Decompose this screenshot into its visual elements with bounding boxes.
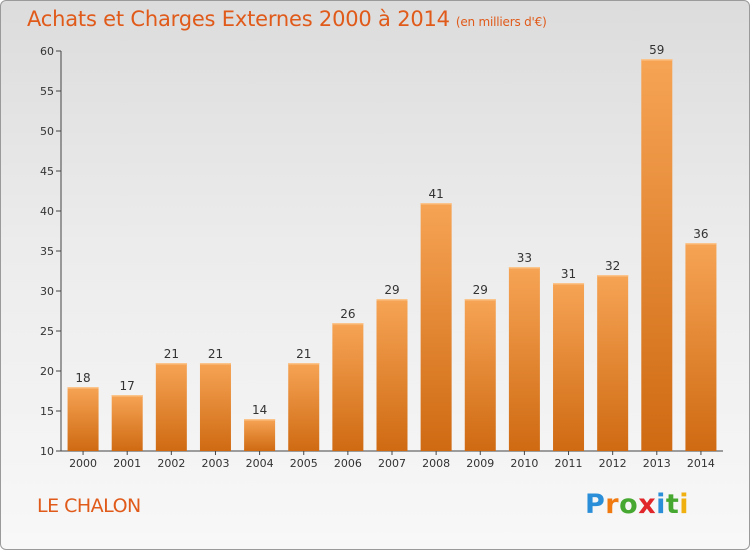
y-tick-label: 10 <box>40 445 54 458</box>
data-label: 18 <box>75 371 90 385</box>
bar-highlight <box>244 419 276 421</box>
bar-highlight <box>332 323 364 325</box>
logo-letter: o <box>619 489 639 520</box>
x-tick-label: 2005 <box>290 457 318 470</box>
data-label: 21 <box>296 347 311 361</box>
x-tick-label: 2004 <box>246 457 274 470</box>
bar <box>199 363 231 451</box>
data-label: 31 <box>561 267 576 281</box>
y-tick-label: 20 <box>40 365 54 378</box>
y-tick-label: 45 <box>40 165 54 178</box>
bar-highlight <box>111 395 143 397</box>
bar <box>641 59 673 451</box>
bar <box>67 387 99 451</box>
y-tick-label: 35 <box>40 245 54 258</box>
logo-letter: x <box>638 489 657 520</box>
bar <box>244 419 276 451</box>
x-tick-label: 2013 <box>643 457 671 470</box>
bar-highlight <box>288 363 320 365</box>
bar-highlight <box>420 203 452 205</box>
bar <box>685 243 717 451</box>
chart-unit: (en milliers d'€) <box>455 15 547 29</box>
data-label: 21 <box>164 347 179 361</box>
bar <box>332 323 364 451</box>
logo-letter: i <box>656 489 666 520</box>
logo-letter: t <box>665 489 680 520</box>
x-tick-label: 2002 <box>157 457 185 470</box>
data-label: 14 <box>252 403 267 417</box>
bar-highlight <box>553 283 585 285</box>
bar-highlight <box>464 299 496 301</box>
logo-letter: P <box>585 489 606 520</box>
data-label: 36 <box>693 227 708 241</box>
x-tick-label: 2009 <box>466 457 494 470</box>
logo-letter: r <box>605 489 620 520</box>
x-tick-label: 2012 <box>599 457 627 470</box>
bar-highlight <box>508 267 540 269</box>
y-tick-label: 40 <box>40 205 54 218</box>
data-label: 29 <box>384 283 399 297</box>
data-label: 29 <box>473 283 488 297</box>
bar <box>464 299 496 451</box>
y-tick-label: 25 <box>40 325 54 338</box>
y-tick-label: 55 <box>40 85 54 98</box>
bar-highlight <box>685 243 717 245</box>
data-label: 32 <box>605 259 620 273</box>
chart-title-text: Achats et Charges Externes 2000 à 2014 <box>27 7 450 31</box>
x-tick-label: 2000 <box>69 457 97 470</box>
bar <box>376 299 408 451</box>
y-tick-label: 50 <box>40 125 54 138</box>
data-label: 41 <box>428 187 443 201</box>
y-tick-label: 30 <box>40 285 54 298</box>
y-tick-label: 60 <box>40 45 54 58</box>
x-tick-label: 2006 <box>334 457 362 470</box>
bar-highlight <box>597 275 629 277</box>
data-label: 21 <box>208 347 223 361</box>
proxiti-logo: Proxiti <box>585 489 689 520</box>
bar-highlight <box>67 387 99 389</box>
bar <box>508 267 540 451</box>
bar <box>288 363 320 451</box>
data-label: 26 <box>340 307 355 321</box>
bar-highlight <box>376 299 408 301</box>
x-tick-label: 2011 <box>555 457 583 470</box>
bar-highlight <box>199 363 231 365</box>
bar <box>553 283 585 451</box>
data-label: 33 <box>517 251 532 265</box>
bar-highlight <box>641 59 673 61</box>
x-tick-label: 2003 <box>201 457 229 470</box>
bar <box>111 395 143 451</box>
logo-letter: i <box>679 489 690 520</box>
data-label: 59 <box>649 43 664 57</box>
x-tick-label: 2014 <box>687 457 715 470</box>
bar <box>420 203 452 451</box>
x-tick-label: 2010 <box>510 457 538 470</box>
x-tick-label: 2001 <box>113 457 141 470</box>
bar <box>155 363 187 451</box>
x-tick-label: 2007 <box>378 457 406 470</box>
place-name: LE CHALON <box>37 495 141 517</box>
bar-highlight <box>155 363 187 365</box>
bar <box>597 275 629 451</box>
y-tick-label: 15 <box>40 405 54 418</box>
data-label: 17 <box>120 379 135 393</box>
x-tick-label: 2008 <box>422 457 450 470</box>
chart-title: Achats et Charges Externes 2000 à 2014 (e… <box>27 7 547 31</box>
